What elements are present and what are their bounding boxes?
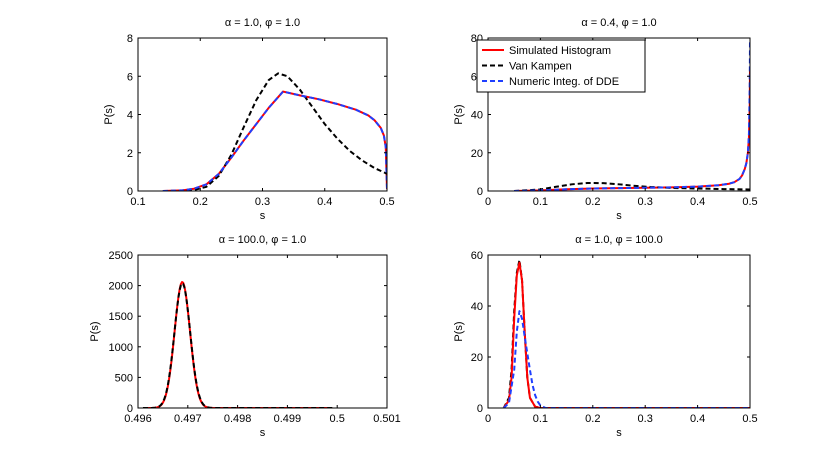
y-axis-label: P(s) <box>453 321 465 341</box>
y-tick-label: 40 <box>471 110 483 122</box>
axes-box <box>487 254 751 409</box>
y-tick-label: 2 <box>127 148 133 160</box>
legend-box <box>476 39 646 93</box>
x-tick-label: 0.3 <box>638 413 653 425</box>
y-tick-label: 4 <box>127 110 133 122</box>
x-tick-label: 0.4 <box>690 413 705 425</box>
series-line-simulated-histogram <box>162 90 387 191</box>
subplot-a: 0.1 0.2 0.3 0.4 0.5 0 2 4 6 8 α = 1.0, φ = 1.0 s P(s… <box>103 17 395 222</box>
x-tick-label: 0.3 <box>638 196 653 208</box>
x-tick-label: 0.5 <box>742 413 757 425</box>
series-line-numeric-integ-of-dde <box>162 90 387 191</box>
x-tick-label: 0.1 <box>130 196 145 208</box>
x-tick-label: 0.3 <box>255 196 270 208</box>
x-tick-label: 0.1 <box>533 413 548 425</box>
axes-box <box>137 254 388 409</box>
x-tick-label: 0.4 <box>317 196 332 208</box>
y-tick-label: 1500 <box>109 311 133 323</box>
plot-area <box>142 281 333 408</box>
x-axis-label: s <box>260 210 266 222</box>
series-line-simulated-histogram <box>502 261 750 408</box>
x-axis-label: s <box>260 427 266 439</box>
y-tick-label: 500 <box>115 372 133 384</box>
plot-area <box>502 259 750 408</box>
y-tick-label: 60 <box>471 250 483 262</box>
legend: Simulated Histogram Van Kampen Numeric Int… <box>476 39 646 93</box>
x-tick-label: 0.2 <box>193 196 208 208</box>
y-tick-label: 0 <box>127 186 133 198</box>
y-tick-label: 20 <box>471 148 483 160</box>
chart-title: α = 0.4, φ = 1.0 <box>581 17 656 29</box>
chart-title: α = 1.0, φ = 1.0 <box>225 17 300 29</box>
x-tick-label: 0.499 <box>274 413 302 425</box>
y-tick-label: 40 <box>471 301 483 313</box>
series-line-numeric-integ-of-dde <box>503 310 750 408</box>
x-tick-label: 0.497 <box>174 413 202 425</box>
x-tick-label: 0.5 <box>330 413 345 425</box>
x-tick-label: 0.1 <box>533 196 548 208</box>
y-tick-label: 2000 <box>109 281 133 293</box>
y-tick-label: 8 <box>127 33 133 45</box>
y-tick-label: 6 <box>127 71 133 83</box>
legend-label: Numeric Integ. of DDE <box>509 76 619 88</box>
series-line-van-kampen <box>502 259 750 408</box>
x-tick-label: 0.498 <box>224 413 252 425</box>
y-tick-label: 0 <box>477 403 483 415</box>
legend-label: Simulated Histogram <box>509 45 611 57</box>
y-tick-label: 2500 <box>109 250 133 262</box>
chart-title: α = 100.0, φ = 1.0 <box>219 234 307 246</box>
x-tick-label: 0.5 <box>379 196 394 208</box>
subplot-d: 0 0.1 0.2 0.3 0.4 0.5 0 20 40 60 α = 1.0, φ = 100.… <box>453 234 758 439</box>
x-tick-label: 0 <box>485 413 491 425</box>
series-line-simulated-histogram <box>142 281 333 408</box>
x-axis-label: s <box>616 427 622 439</box>
x-tick-label: 0.5 <box>742 196 757 208</box>
chart-title: α = 1.0, φ = 100.0 <box>575 234 663 246</box>
y-tick-label: 0 <box>477 186 483 198</box>
y-axis-label: P(s) <box>89 321 101 341</box>
x-tick-label: 0.496 <box>124 413 152 425</box>
x-tick-label: 0.501 <box>373 413 401 425</box>
x-tick-label: 0.2 <box>585 413 600 425</box>
legend-label: Van Kampen <box>509 61 572 73</box>
y-axis-label: P(s) <box>453 104 465 124</box>
y-tick-label: 20 <box>471 352 483 364</box>
subplot-b: 00.10.20.30.40.5020406080α = 0.4, φ = 1.… <box>453 17 758 222</box>
y-axis-label: P(s) <box>103 104 115 124</box>
plot-area <box>162 72 387 191</box>
subplot-c: 0.496 0.497 0.498 0.499 0.5 0.501 0 500 1000 1500… <box>89 234 401 439</box>
y-tick-label: 1000 <box>109 342 133 354</box>
series-line-van-kampen <box>162 72 387 191</box>
y-tick-label: 0 <box>127 403 133 415</box>
x-tick-label: 0.4 <box>690 196 705 208</box>
x-tick-label: 0.2 <box>585 196 600 208</box>
x-axis-label: s <box>616 210 622 222</box>
series-line-van-kampen <box>142 282 333 408</box>
x-tick-label: 0 <box>485 196 491 208</box>
